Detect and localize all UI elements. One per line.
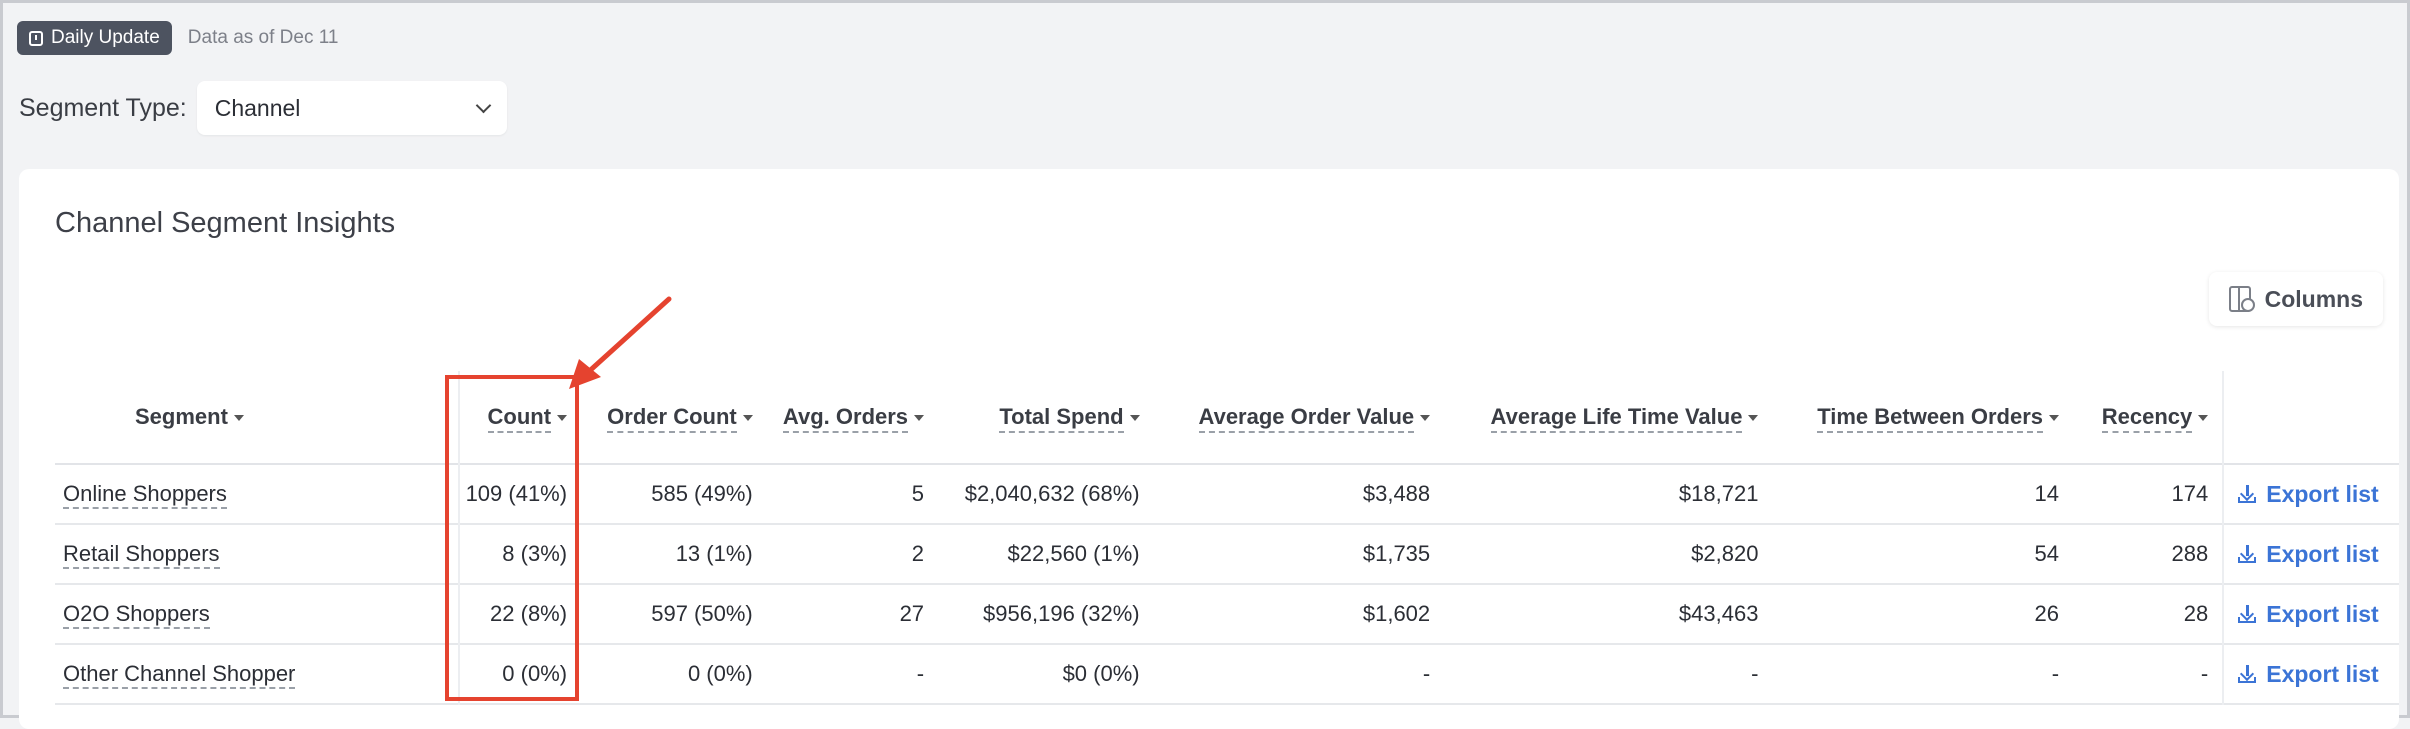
sort-caret-icon <box>2198 415 2209 422</box>
header-count[interactable]: Count <box>459 371 581 464</box>
order-count-cell: 13 (1%) <box>675 541 753 566</box>
download-icon <box>2238 665 2257 683</box>
header-time-between-orders[interactable]: Time Between Orders <box>1772 371 2073 464</box>
card-title: Channel Segment Insights <box>55 207 396 239</box>
insights-card: Channel Segment Insights Columns Segment… <box>19 169 2399 729</box>
aov-cell: $1,602 <box>1362 601 1431 626</box>
recency-cell: 28 <box>2183 601 2209 626</box>
segment-type-label: Segment Type: <box>19 93 187 122</box>
header-average-lifetime-value[interactable]: Average Life Time Value <box>1444 371 1772 464</box>
order-count-cell: 597 (50%) <box>651 601 753 626</box>
columns-button-label: Columns <box>2264 285 2363 312</box>
recency-cell: 174 <box>2171 481 2209 506</box>
download-icon <box>2238 485 2257 503</box>
recency-cell: - <box>2200 661 2209 686</box>
sort-caret-icon <box>1748 415 1759 422</box>
sort-caret-icon <box>1129 415 1140 422</box>
recency-cell: 288 <box>2171 541 2209 566</box>
sort-caret-icon <box>914 415 925 422</box>
total-spend-cell: $956,196 (32%) <box>983 601 1140 626</box>
annotation-arrow-icon <box>569 296 672 389</box>
segment-table: Segment Count Order Count Avg. Orders To… <box>55 371 2399 705</box>
export-cell: Export list <box>2222 524 2399 584</box>
aov-cell: $1,735 <box>1362 541 1431 566</box>
tbo-cell: 26 <box>2034 601 2060 626</box>
count-cell: 109 (41%) <box>465 481 568 506</box>
export-cell: Export list <box>2222 584 2399 644</box>
header-recency[interactable]: Recency <box>2073 371 2223 464</box>
header-segment[interactable]: Segment <box>55 371 461 464</box>
daily-update-badge: Daily Update <box>17 21 172 55</box>
tbo-cell: 54 <box>2034 541 2060 566</box>
header-avg-orders[interactable]: Avg. Orders <box>767 371 938 464</box>
count-column-highlight-box <box>445 375 579 701</box>
segment-cell[interactable]: Online Shoppers <box>55 464 461 524</box>
download-icon <box>2238 605 2257 623</box>
columns-settings-icon <box>2228 286 2255 312</box>
header-order-count[interactable]: Order Count <box>581 371 767 464</box>
ltv-cell: $43,463 <box>1678 601 1759 626</box>
header-total-spend[interactable]: Total Spend <box>938 371 1154 464</box>
avg-orders-cell: 2 <box>911 541 925 566</box>
avg-orders-cell: 5 <box>911 481 925 506</box>
sort-caret-icon <box>1420 415 1431 422</box>
tbo-cell: 14 <box>2034 481 2060 506</box>
count-cell: 8 (3%) <box>502 541 568 566</box>
table-row: Other Channel Shopper 0 (0%) 0 (0%) - $0… <box>55 644 2399 704</box>
download-icon <box>2238 545 2257 563</box>
segment-cell[interactable]: Retail Shoppers <box>55 524 461 584</box>
sort-caret-icon <box>2049 415 2060 422</box>
chevron-down-icon <box>475 97 491 113</box>
segment-type-control: Segment Type: Channel <box>19 81 507 135</box>
table-header-row: Segment Count Order Count Avg. Orders To… <box>55 371 2399 464</box>
segment-type-value: Channel <box>214 94 301 121</box>
segment-type-select[interactable]: Channel <box>196 81 507 135</box>
total-spend-cell: $2,040,632 (68%) <box>964 481 1140 506</box>
export-list-button[interactable]: Export list <box>2238 481 2399 508</box>
table-row: O2O Shoppers 22 (8%) 597 (50%) 27 $956,1… <box>55 584 2399 644</box>
order-count-cell: 585 (49%) <box>651 481 753 506</box>
ltv-cell: $2,820 <box>1691 541 1759 566</box>
header-actions <box>2222 371 2399 464</box>
header-average-order-value[interactable]: Average Order Value <box>1154 371 1445 464</box>
export-list-button[interactable]: Export list <box>2238 661 2399 688</box>
export-list-button[interactable]: Export list <box>2238 541 2399 568</box>
ltv-cell: - <box>1751 661 1759 686</box>
aov-cell: - <box>1422 661 1431 686</box>
table-row: Online Shoppers 109 (41%) 585 (49%) 5 $2… <box>55 464 2399 524</box>
total-spend-cell: $22,560 (1%) <box>1007 541 1140 566</box>
badge-label: Daily Update <box>51 27 160 48</box>
export-list-button[interactable]: Export list <box>2238 601 2399 628</box>
columns-button[interactable]: Columns <box>2208 272 2383 326</box>
top-bar: Daily Update Data as of Dec 11 <box>17 21 338 55</box>
sort-caret-icon <box>557 415 568 422</box>
total-spend-cell: $0 (0%) <box>1062 661 1140 686</box>
avg-orders-cell: 27 <box>899 601 925 626</box>
tbo-cell: - <box>2051 661 2060 686</box>
export-cell: Export list <box>2222 644 2399 704</box>
aov-cell: $3,488 <box>1362 481 1431 506</box>
table-row: Retail Shoppers 8 (3%) 13 (1%) 2 $22,560… <box>55 524 2399 584</box>
calendar-clock-icon <box>29 30 43 46</box>
avg-orders-cell: - <box>916 661 925 686</box>
count-cell: 0 (0%) <box>502 661 568 686</box>
ltv-cell: $18,721 <box>1678 481 1759 506</box>
data-as-of-text: Data as of Dec 11 <box>187 27 339 48</box>
sort-caret-icon <box>233 415 244 422</box>
export-cell: Export list <box>2222 464 2399 524</box>
segment-cell[interactable]: Other Channel Shopper <box>55 644 461 704</box>
sort-caret-icon <box>742 415 753 422</box>
segment-cell[interactable]: O2O Shoppers <box>55 584 461 644</box>
order-count-cell: 0 (0%) <box>687 661 753 686</box>
count-cell: 22 (8%) <box>490 601 568 626</box>
